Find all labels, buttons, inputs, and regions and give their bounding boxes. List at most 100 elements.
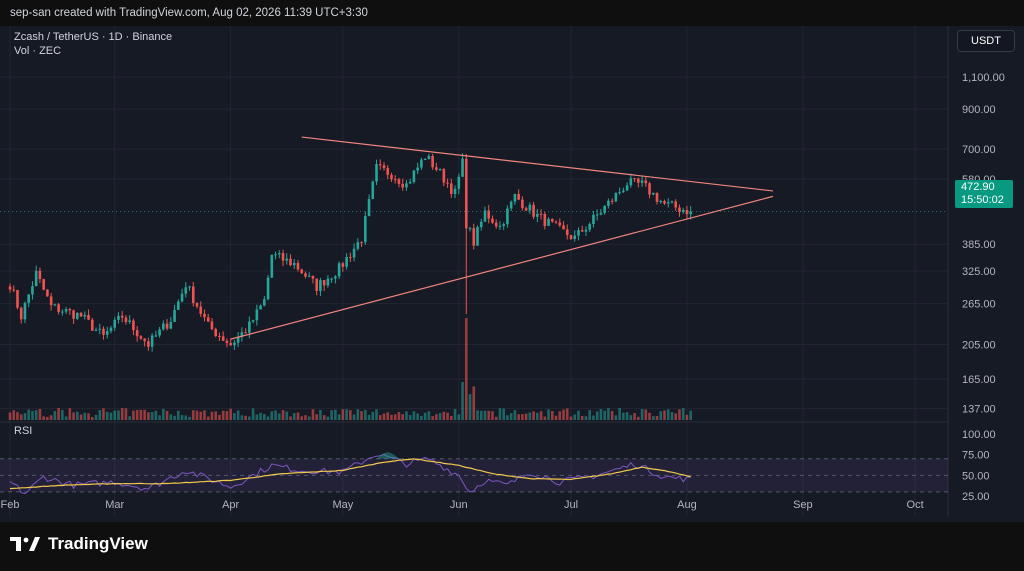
volume-bar: [49, 415, 53, 420]
candle-body: [68, 309, 72, 311]
candle-body: [431, 155, 434, 168]
volume-bar: [34, 410, 38, 420]
volume-bar: [599, 408, 603, 420]
candle-body: [184, 287, 188, 294]
volume-bar: [360, 411, 363, 420]
volume-bar: [502, 408, 505, 420]
candle-body: [476, 227, 479, 246]
candle-body: [521, 199, 524, 209]
volume-bar: [382, 413, 386, 420]
volume-bar: [79, 414, 83, 420]
candle-body: [509, 201, 513, 209]
rsi-axis-tick-label: 50.00: [962, 470, 990, 482]
candle-body: [326, 278, 330, 286]
candle-body: [248, 321, 251, 333]
currency-selector-button[interactable]: USDT: [957, 30, 1015, 52]
candle-body: [592, 214, 595, 225]
candle-body: [23, 302, 27, 320]
volume-bar: [83, 412, 87, 420]
volume-bar: [218, 414, 221, 420]
volume-bar: [655, 415, 659, 420]
rsi-legend[interactable]: RSI: [14, 425, 33, 437]
volume-bar: [423, 412, 427, 420]
candle-body: [536, 213, 539, 217]
volume-bar: [364, 409, 367, 420]
candle-body: [233, 342, 236, 346]
candle-body: [117, 315, 120, 320]
volume-bar: [607, 408, 610, 420]
chart-area[interactable]: 137.00165.00205.00265.00325.00385.00580.…: [0, 26, 1024, 522]
candle-body: [378, 164, 382, 166]
volume-bar: [98, 410, 102, 420]
candle-body: [551, 218, 554, 222]
volume-bar: [356, 409, 360, 420]
volume-bar: [27, 409, 30, 420]
volume-bar: [539, 411, 543, 420]
volume-bar: [416, 413, 419, 420]
volume-bar: [648, 412, 651, 420]
candle-body: [491, 218, 494, 223]
candle-body: [330, 278, 333, 280]
volume-bar: [251, 408, 255, 420]
candle-body: [554, 221, 558, 223]
candle-body: [562, 225, 565, 230]
candle-body: [517, 194, 520, 200]
symbol-legend[interactable]: Zcash / TetherUS · 1D · Binance: [14, 31, 173, 43]
top-bar: sep-san created with TradingView.com, Au…: [0, 0, 1024, 26]
volume-legend[interactable]: Vol · ZEC: [14, 45, 62, 57]
last-price-value: 472.90: [961, 181, 995, 193]
candle-body: [506, 208, 509, 225]
volume-bar: [491, 411, 494, 420]
volume-bar: [143, 409, 146, 420]
candle-body: [311, 275, 315, 279]
volume-bar: [614, 415, 618, 420]
volume-bar: [150, 411, 154, 420]
price-chart-svg[interactable]: 137.00165.00205.00265.00325.00385.00580.…: [0, 26, 1024, 522]
tradingview-logo[interactable]: TradingView: [10, 534, 148, 554]
candle-body: [98, 328, 102, 330]
candle-body: [113, 319, 117, 328]
volume-bar: [386, 412, 390, 420]
volume-bar: [521, 414, 524, 420]
candle-body: [450, 183, 453, 194]
candle-body: [229, 342, 232, 346]
volume-bar: [334, 409, 337, 420]
price-axis-tick-label: 137.00: [962, 404, 996, 416]
volume-bar: [292, 413, 296, 420]
candle-body: [629, 178, 633, 186]
volume-bar: [169, 414, 173, 420]
volume-bar: [412, 411, 416, 420]
candle-body: [610, 200, 614, 202]
volume-bar: [420, 415, 423, 420]
volume-bar: [162, 408, 165, 420]
volume-bar: [72, 412, 75, 420]
candle-body: [289, 258, 292, 266]
candle-body: [405, 183, 408, 188]
volume-bar: [349, 410, 352, 420]
candle-body: [352, 248, 356, 258]
volume-bar: [479, 410, 483, 420]
candle-body: [438, 169, 442, 171]
candle-body: [375, 164, 378, 182]
candle-body: [640, 180, 644, 183]
volume-bar: [446, 412, 449, 420]
candle-body: [618, 192, 621, 194]
volume-bar: [221, 410, 225, 420]
price-axis-tick-label: 700.00: [962, 144, 996, 156]
candle-body: [90, 319, 94, 331]
volume-bar: [285, 411, 289, 420]
candle-body: [27, 294, 30, 303]
candle-body: [614, 192, 618, 202]
volume-bar: [513, 409, 517, 420]
volume-bar: [565, 408, 569, 420]
candle-body: [322, 280, 326, 286]
volume-bar: [666, 409, 670, 420]
candle-body: [76, 312, 79, 319]
candle-body: [580, 230, 584, 232]
candle-body: [83, 314, 87, 317]
volume-bar: [311, 409, 315, 420]
volume-bar: [147, 412, 150, 420]
candle-body: [453, 188, 457, 194]
candle-body: [300, 269, 304, 274]
volume-bar: [584, 416, 588, 420]
